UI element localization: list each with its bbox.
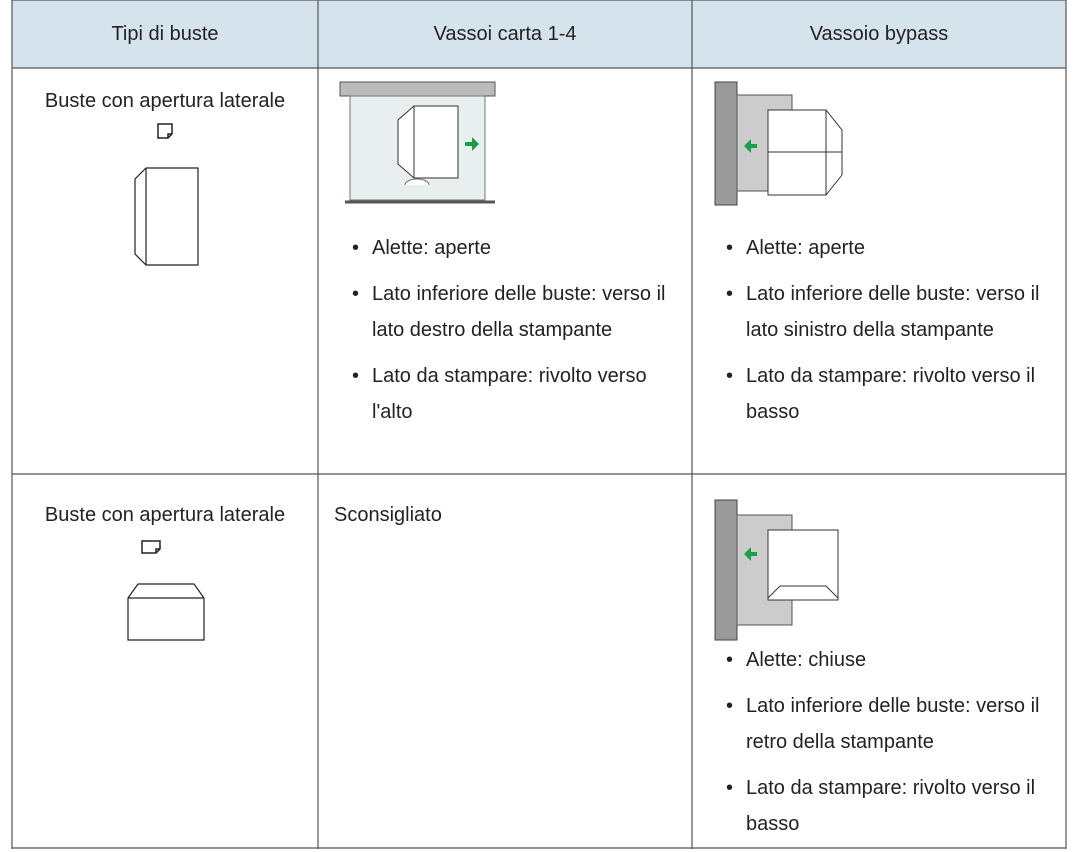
header-cell: Vassoi carta 1-4 bbox=[433, 23, 577, 45]
bullet: Lato inferiore delle buste: verso il lat… bbox=[352, 276, 692, 348]
bullet: Alette: aperte bbox=[726, 230, 1066, 266]
bullet: Lato inferiore delle buste: verso il lat… bbox=[726, 276, 1066, 348]
bypass-list: Alette: aperte Lato inferiore delle bust… bbox=[726, 230, 1066, 440]
tray-note: Sconsigliato bbox=[334, 504, 442, 526]
envelope-type: Buste con apertura laterale bbox=[44, 90, 286, 112]
bullet: Lato inferiore delle buste: verso il ret… bbox=[726, 688, 1078, 760]
bullet: Alette: chiuse bbox=[726, 642, 1078, 678]
bypass-list: Alette: chiuse Lato inferiore delle bust… bbox=[726, 642, 1078, 852]
tray-list: Alette: aperte Lato inferiore delle bust… bbox=[352, 230, 692, 440]
bullet: Lato da stampare: rivolto verso l'alto bbox=[352, 358, 692, 430]
envelope-type: Buste con apertura laterale bbox=[44, 504, 286, 526]
bullet: Lato da stampare: rivolto verso il basso bbox=[726, 770, 1078, 842]
bullet: Lato da stampare: rivolto verso il basso bbox=[726, 358, 1066, 430]
bullet: Alette: aperte bbox=[352, 230, 692, 266]
header-cell: Vassoio bypass bbox=[809, 23, 949, 45]
header-cell: Tipi di buste bbox=[111, 23, 219, 45]
